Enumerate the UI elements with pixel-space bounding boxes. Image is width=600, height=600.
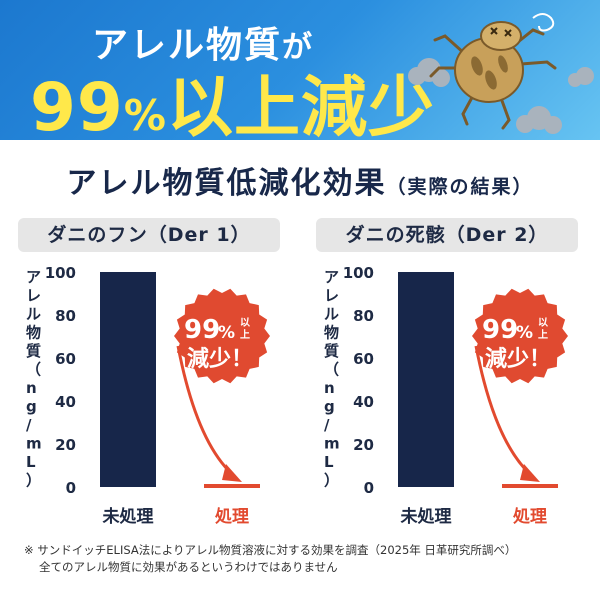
x-category-label: 処理 [512,507,547,527]
badge-small: 以上 [240,317,250,341]
bar-untreated [100,272,156,487]
bar-untreated [398,272,454,487]
reduction-badge [174,288,270,384]
chart-title-der2: ダニの死骸（Der 2） [316,218,578,252]
y-tick-label: 60 [55,350,76,368]
results-panel: アレル物質低減化効果（実際の結果） ダニのフン（Der 1） ダニの死骸（Der… [0,140,600,600]
y-axis-label: アレル物質（ n g / m L） [324,268,340,490]
dust-mite-illustration [408,13,594,134]
badge-percent: % [516,323,533,343]
x-category-label: 未処理 [400,506,452,527]
x-category-label: 未処理 [102,506,154,527]
y-tick-label: 80 [55,307,76,325]
bar-chart-der2: アレル物質（ n g / m L） 0 20 40 60 80 100 未処理 処理 99% 以上減少！ [324,264,568,527]
y-tick-label: 60 [353,350,374,368]
reduction-badge [472,288,568,384]
y-tick-label: 20 [55,436,76,454]
badge-percent: % [218,323,235,343]
bar-treated [204,484,260,488]
decrease-arrow [176,345,234,476]
headline-number: 99 [30,69,124,140]
decrease-arrow [474,345,532,476]
headline-line2: 99%以上減少 [30,54,435,140]
x-category-label: 処理 [214,507,249,527]
footnote-line1: ※ サンドイッチELISA法によりアレル物質溶液に対する効果を調査（2025年 … [24,543,517,557]
header-banner: アレル物質が 99%以上減少 [0,0,600,140]
headline-particle: が [282,30,315,65]
y-tick-label: 40 [353,393,374,411]
headline-main: アレル物質 [92,25,283,66]
chart-title-der1: ダニのフン（Der 1） [18,218,280,252]
badge-text: 減少！ [187,347,253,372]
y-tick-label: 80 [353,307,374,325]
panel-title-main: アレル物質低減化効果 [66,166,387,201]
bar-treated [502,484,558,488]
y-tick-label: 100 [343,264,374,282]
panel-title: アレル物質低減化効果（実際の結果） [0,158,600,202]
footnote-line2: 全てのアレル物質に効果があるというわけではありません [39,560,338,574]
y-axis-label: アレル物質（ n g / m L） [26,268,42,490]
arrow-head [520,464,540,482]
y-tick-label: 40 [55,393,76,411]
bar-chart-der1: アレル物質（ n g / m L） 0 20 40 60 80 100 未処理 処理 99% 以上減少！ [26,264,270,527]
headline-line1: アレル物質が [92,16,314,68]
panel-title-note: （実際の結果） [386,176,534,198]
headline-rest: 以上減少 [166,69,435,140]
y-tick-label: 0 [364,479,374,497]
badge-text: 減少！ [485,347,551,372]
badge-small: 以上 [538,317,548,341]
footnote: ※ サンドイッチELISA法によりアレル物質溶液に対する効果を調査（2025年 … [24,542,584,576]
y-tick-label: 0 [66,479,76,497]
y-tick-label: 20 [353,436,374,454]
arrow-head [222,464,242,482]
badge-number: 99 [184,315,220,345]
headline-percent: % [123,91,167,140]
y-tick-label: 100 [45,264,76,282]
badge-number: 99 [482,315,518,345]
